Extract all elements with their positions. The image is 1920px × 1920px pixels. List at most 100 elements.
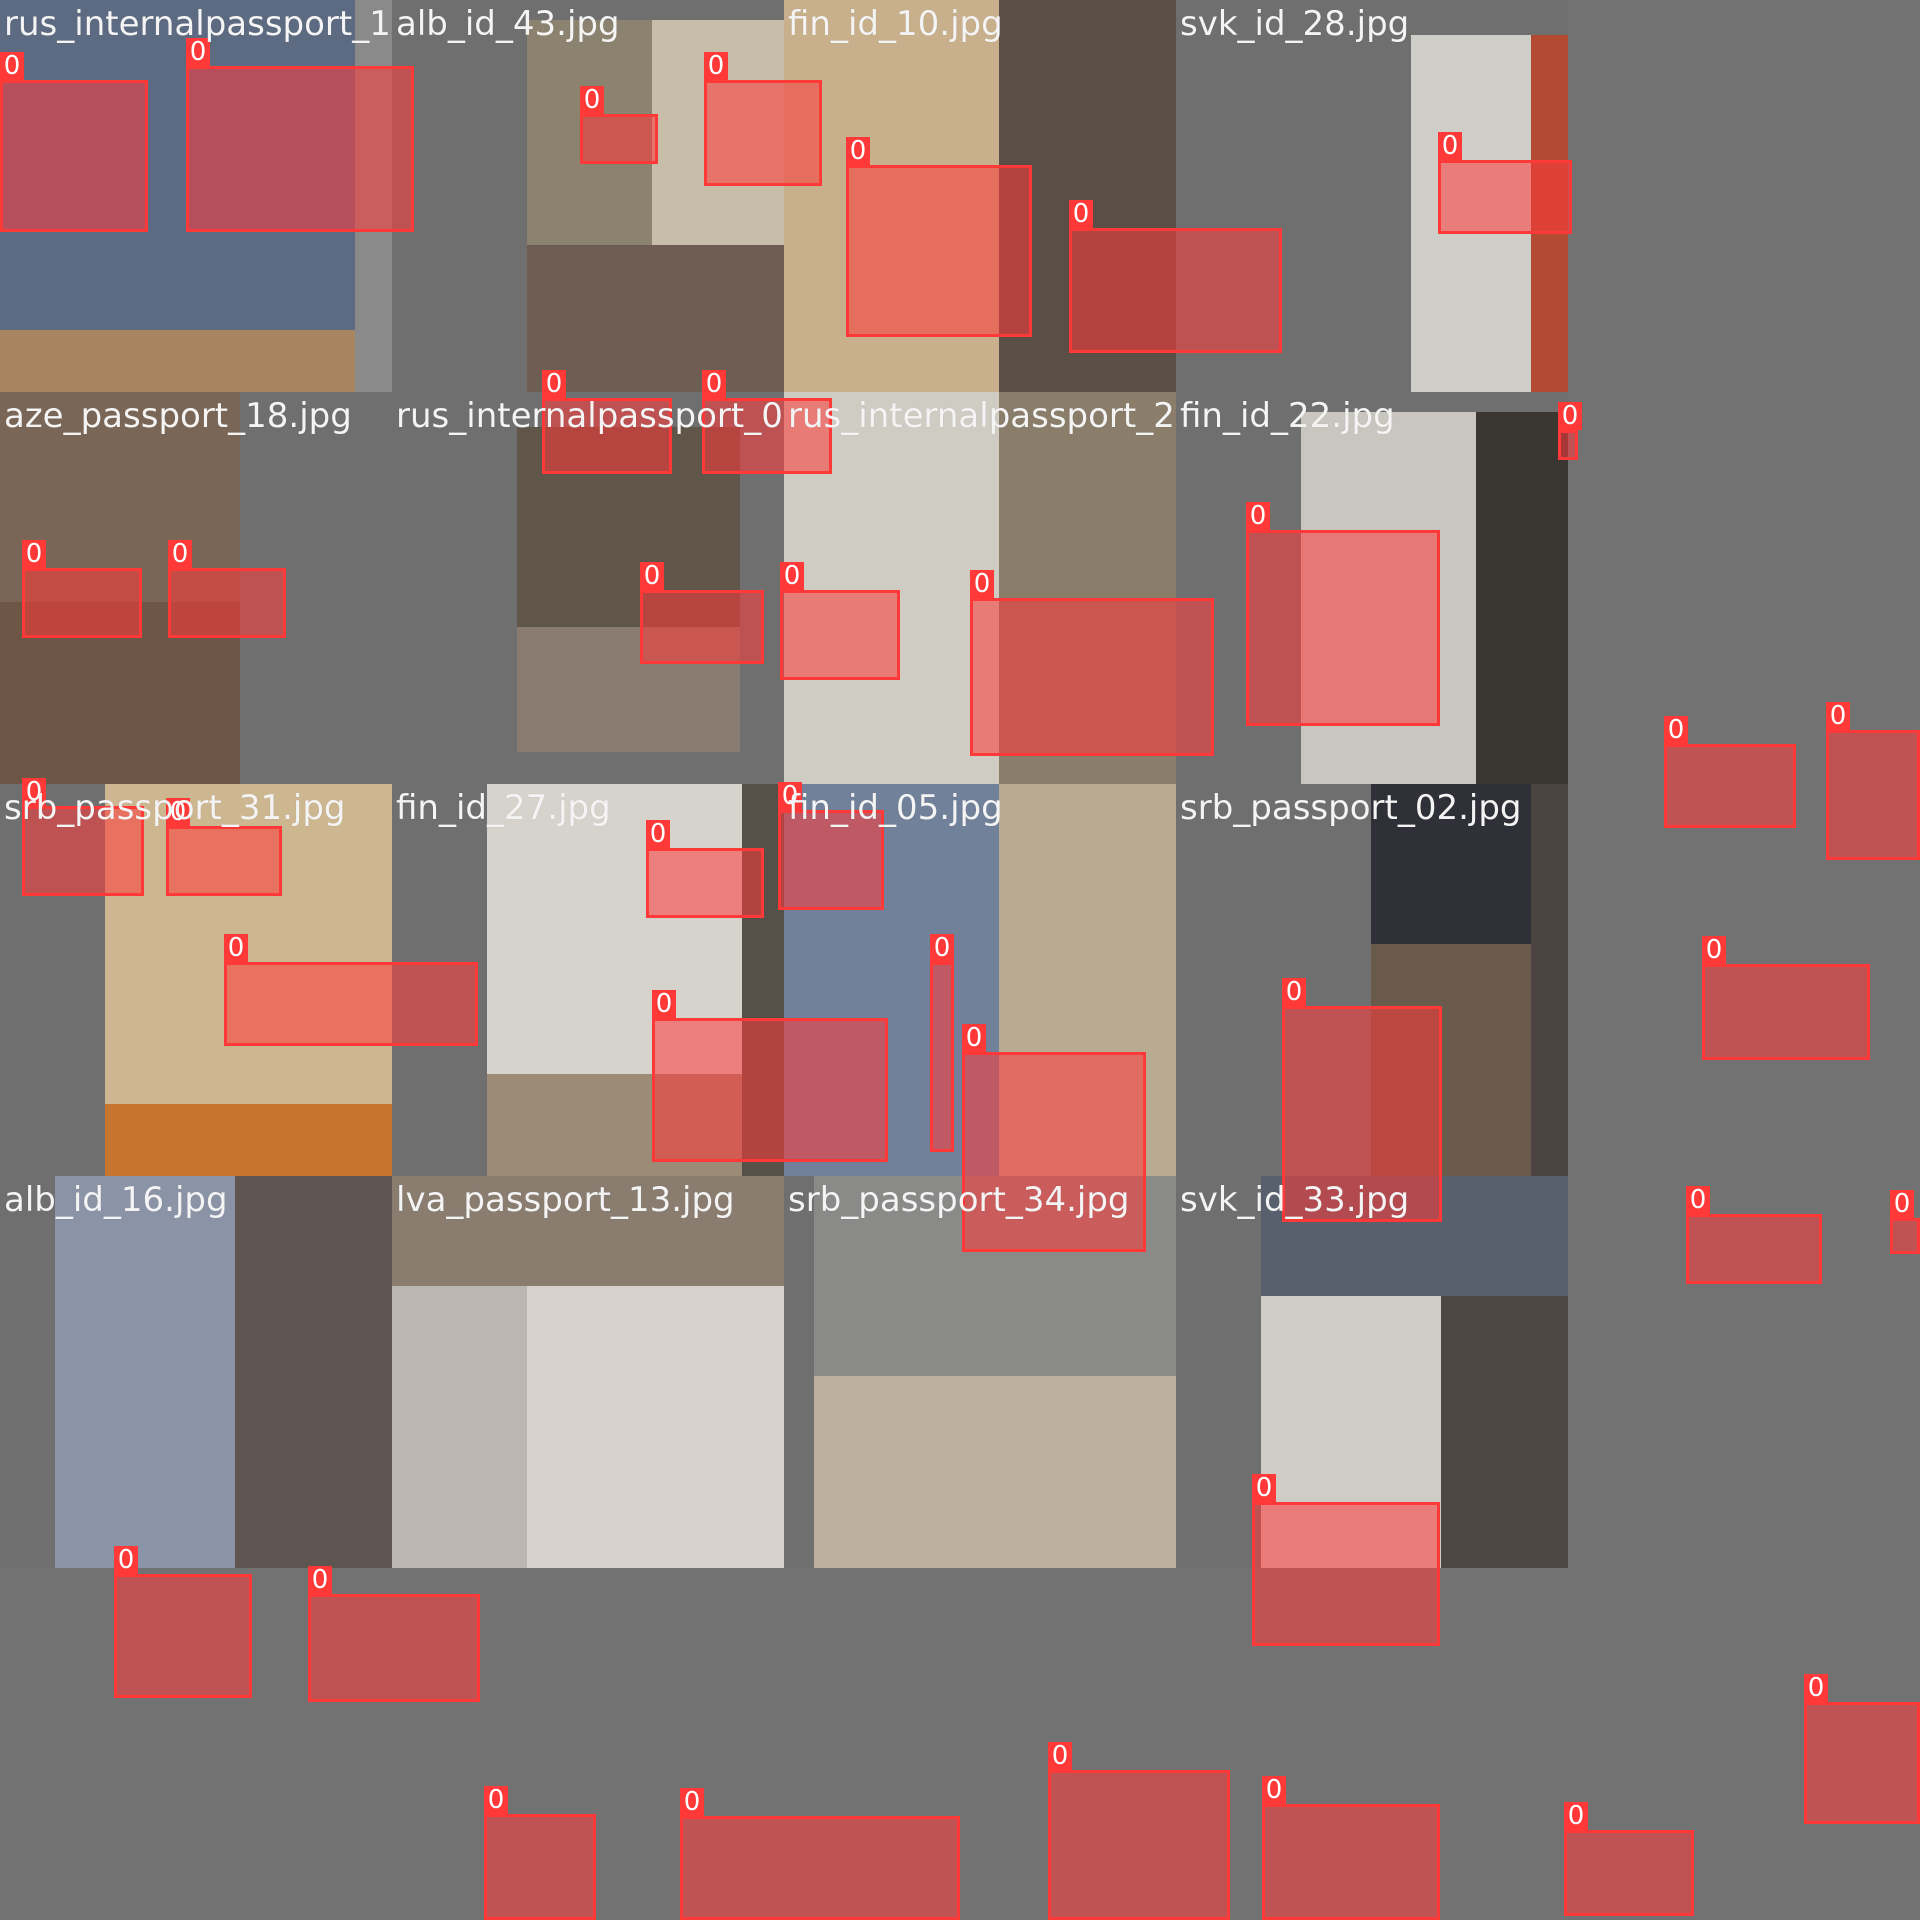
tile-filename: srb_passport_34.jpg [788, 1180, 1130, 1220]
tile-filename: svk_id_28.jpg [1180, 4, 1410, 44]
class-label: 0 [962, 1024, 986, 1052]
detection-box: 0 [680, 1788, 960, 1920]
class-label: 0 [22, 778, 46, 806]
tile-filename: rus_internalpassport_01.jpg [396, 396, 784, 436]
class-label: 0 [652, 990, 676, 1018]
detection-box: 0 [704, 52, 822, 186]
tile-filename: lva_passport_13.jpg [396, 1180, 735, 1220]
class-label: 0 [484, 1786, 508, 1814]
mosaic-tile: alb_id_16.jpg [0, 1176, 392, 1568]
tile-image-region [1441, 1296, 1568, 1568]
detection-box: 0 [308, 1566, 480, 1702]
class-label: 0 [1246, 502, 1270, 530]
class-label: 0 [1664, 716, 1688, 744]
class-label: 0 [1069, 200, 1093, 228]
class-label: 0 [1804, 1674, 1828, 1702]
detection-box: 0 [1438, 132, 1572, 234]
class-label: 0 [704, 52, 728, 80]
tile-filename: srb_passport_02.jpg [1180, 788, 1522, 828]
tile-image-region [527, 1286, 784, 1568]
class-label: 0 [846, 137, 870, 165]
tile-filename: fin_id_05.jpg [788, 788, 1003, 828]
class-label: 0 [640, 562, 664, 590]
class-label: 0 [646, 820, 670, 848]
detection-box: 0 [224, 934, 478, 1046]
detection-box: 0 [0, 52, 148, 232]
detection-box: 0 [1069, 200, 1282, 353]
tile-filename: alb_id_16.jpg [4, 1180, 228, 1220]
detection-box: 0 [1826, 702, 1920, 860]
class-label: 0 [1558, 402, 1582, 430]
class-label: 0 [166, 798, 190, 826]
tile-image-region [392, 1176, 784, 1286]
class-label: 0 [168, 540, 192, 568]
detection-box: 0 [970, 570, 1214, 756]
detection-box: 0 [1890, 1190, 1920, 1254]
detection-box: 0 [1558, 402, 1582, 460]
detection-box: 0 [1564, 1802, 1694, 1916]
class-label: 0 [114, 1546, 138, 1574]
class-label: 0 [780, 562, 804, 590]
tile-filename: alb_id_43.jpg [396, 4, 620, 44]
tile-image-region [392, 1286, 527, 1568]
tile-filename: rus_internalpassport_23.jpg [788, 396, 1176, 436]
detection-box: 0 [114, 1546, 252, 1698]
tile-filename: aze_passport_18.jpg [4, 396, 352, 436]
tile-filename: fin_id_10.jpg [788, 4, 1003, 44]
detection-box: 0 [702, 370, 832, 474]
tile-image-region [105, 1104, 392, 1176]
detection-box: 0 [962, 1024, 1146, 1252]
class-label: 0 [970, 570, 994, 598]
detection-box: 0 [640, 562, 764, 664]
detection-box: 0 [1282, 978, 1442, 1222]
detection-box: 0 [1262, 1776, 1440, 1920]
mosaic-tile: srb_passport_34.jpg [784, 1176, 1176, 1568]
tile-filename: fin_id_27.jpg [396, 788, 611, 828]
detection-box: 0 [1804, 1674, 1920, 1824]
detection-box: 0 [542, 370, 672, 474]
detection-box: 0 [780, 562, 900, 680]
class-label: 0 [1686, 1186, 1710, 1214]
detection-box: 0 [1246, 502, 1440, 726]
detection-box: 0 [778, 782, 884, 910]
tile-image-region [235, 1176, 392, 1568]
mosaic-tile: lva_passport_13.jpg [392, 1176, 784, 1568]
class-label: 0 [1702, 936, 1726, 964]
class-label: 0 [22, 540, 46, 568]
tile-image-region [814, 1376, 1176, 1568]
detection-box: 0 [186, 38, 414, 232]
detection-box: 0 [1048, 1742, 1230, 1920]
class-label: 0 [1282, 978, 1306, 1006]
detection-box: 0 [1686, 1186, 1822, 1284]
tile-filename: svk_id_33.jpg [1180, 1180, 1410, 1220]
detection-box: 0 [580, 86, 658, 164]
tile-filename: srb_passport_31.jpg [4, 788, 346, 828]
tile-image-region [527, 245, 652, 392]
detection-box: 0 [930, 934, 954, 1152]
class-label: 0 [702, 370, 726, 398]
class-label: 0 [186, 38, 210, 66]
tile-image-region [1476, 412, 1568, 784]
class-label: 0 [1252, 1474, 1276, 1502]
detection-box: 0 [166, 798, 282, 896]
class-label: 0 [778, 782, 802, 810]
class-label: 0 [542, 370, 566, 398]
tile-image-region [652, 245, 784, 392]
class-label: 0 [1826, 702, 1850, 730]
class-label: 0 [0, 52, 24, 80]
class-label: 0 [1564, 1802, 1588, 1830]
detection-box: 0 [484, 1786, 596, 1920]
detection-box: 0 [646, 820, 764, 918]
class-label: 0 [930, 934, 954, 962]
tile-image-region [55, 1176, 235, 1568]
detection-box: 0 [652, 990, 888, 1162]
class-label: 0 [1262, 1776, 1286, 1804]
tile-filename: rus_internalpassport_19.jpg [4, 4, 392, 44]
class-label: 0 [1438, 132, 1462, 160]
class-label: 0 [308, 1566, 332, 1594]
tile-image-region [0, 330, 355, 392]
detection-box: 0 [1664, 716, 1796, 828]
detection-box: 0 [168, 540, 286, 638]
class-label: 0 [224, 934, 248, 962]
